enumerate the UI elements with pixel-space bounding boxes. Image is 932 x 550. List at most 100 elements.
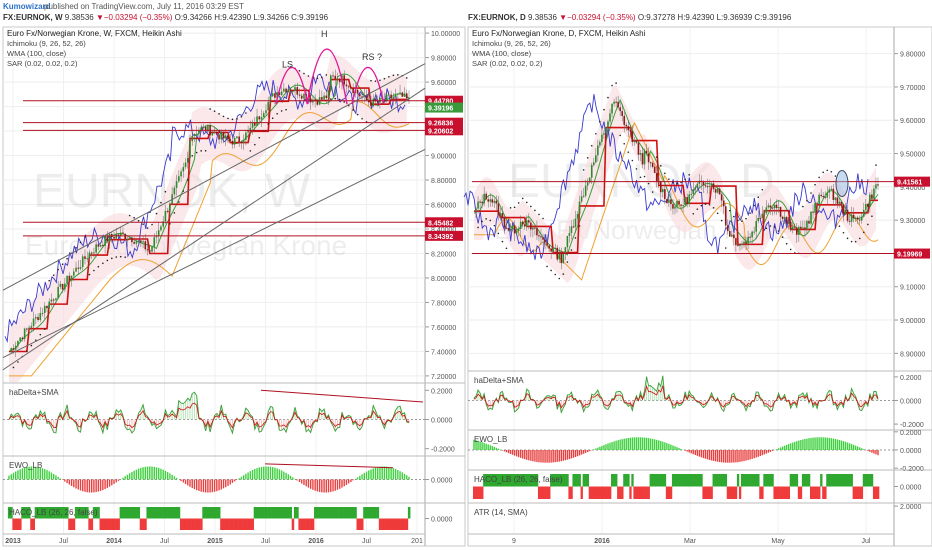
right-candle — [836, 197, 839, 204]
author-name[interactable]: Kumowizard — [3, 2, 51, 11]
left-sar-dot — [222, 115, 225, 118]
right-haco-block — [533, 474, 537, 487]
left-haco-block — [374, 507, 377, 519]
right-candle — [806, 220, 808, 230]
right-haco-block — [527, 474, 531, 487]
left-candle — [260, 117, 263, 120]
right-haco-block — [793, 474, 797, 487]
left-candle — [142, 241, 144, 243]
left-price-tick-label: 10.00000 — [431, 31, 460, 38]
right-haco-block — [803, 474, 807, 487]
right-wma-line — [474, 121, 879, 281]
left-candle — [182, 167, 185, 172]
left-shoulder-label: LS — [282, 59, 293, 69]
left-candle — [271, 93, 274, 97]
right-haco-block — [481, 486, 484, 499]
left-haco-block — [175, 507, 179, 519]
left-candle — [184, 162, 187, 168]
right-candle — [860, 216, 863, 221]
right-candle — [662, 189, 664, 193]
right-candle — [548, 245, 550, 249]
head-arc — [306, 48, 348, 105]
right-haco-block — [548, 486, 551, 499]
left-haco-block — [121, 507, 125, 519]
right-sar-dot — [659, 164, 662, 167]
left-sar-dot — [182, 190, 185, 192]
left-haco-block — [282, 507, 286, 519]
left-time-tick-label: 2016 — [308, 538, 324, 545]
left-sar-dot — [392, 74, 395, 77]
right-sar-dot — [688, 174, 690, 176]
right-haco-block — [667, 486, 671, 499]
left-candle — [117, 234, 120, 237]
left-haco-block — [224, 518, 228, 530]
left-candle — [388, 94, 390, 96]
right-candle — [714, 189, 717, 193]
left-candle — [155, 235, 158, 238]
right-haco-block — [700, 474, 703, 487]
left-haco-block — [340, 507, 344, 519]
left-candle — [57, 286, 59, 299]
right-candle — [597, 145, 599, 156]
left-candle — [119, 232, 122, 237]
right-haco-block — [590, 486, 594, 499]
left-candle — [99, 244, 102, 247]
right-sar-dot — [481, 220, 483, 223]
left-candle — [37, 317, 39, 320]
left-symbol[interactable]: FX:EURNOK, W — [3, 13, 63, 22]
left-haco-block — [164, 507, 167, 519]
left-pane-label: EWO_LB — [9, 461, 42, 470]
right-candle — [818, 194, 820, 204]
right-haco-block — [832, 474, 835, 487]
left-candle — [81, 256, 84, 268]
right-candle — [712, 183, 715, 190]
right-haco-block — [765, 474, 768, 487]
left-candle — [238, 136, 240, 142]
right-price-tick-label: 9.30000 — [900, 218, 925, 225]
left-haco-block — [338, 507, 342, 519]
right-haco-block — [529, 474, 533, 487]
right-haco-block — [487, 474, 490, 487]
right-pane-tick-label: 0.0000 — [900, 448, 922, 455]
down-arrow-icon: ▼ — [95, 13, 104, 22]
right-candle — [562, 253, 565, 264]
right-candle — [582, 195, 585, 197]
right-haco-block — [606, 486, 610, 499]
left-candle — [276, 92, 278, 98]
left-sar-dot — [160, 201, 162, 204]
right-haco-block — [592, 486, 596, 499]
left-candle — [88, 252, 91, 259]
right-candle — [493, 200, 496, 203]
left-haco-block — [12, 518, 15, 530]
left-candle — [64, 283, 66, 290]
right-candle — [708, 185, 711, 187]
right-haco-block — [716, 474, 719, 487]
right-candle — [481, 201, 483, 204]
left-haco-block — [63, 507, 67, 519]
right-candle — [696, 183, 699, 188]
left-sar-dot — [79, 241, 82, 244]
left-osc-trendline — [260, 389, 424, 403]
right-candle — [824, 196, 827, 198]
right-haco-block — [493, 474, 496, 487]
left-price-tick-label: 9.80000 — [431, 56, 456, 63]
right-sar-dot — [838, 225, 841, 227]
left-price-badge-label: 9.44780 — [428, 99, 453, 106]
left-candle — [50, 299, 53, 302]
right-candle — [523, 224, 526, 227]
right-candle — [804, 227, 806, 230]
left-haco-block — [318, 507, 322, 519]
right-sar-dot — [765, 227, 768, 230]
right-candle — [641, 153, 644, 165]
right-haco-block — [856, 486, 860, 499]
right-candle — [779, 207, 782, 217]
left-haco-block — [327, 507, 330, 519]
right-symbol[interactable]: FX:EURNOK, D — [468, 13, 526, 22]
right-price-tick-label: 9.60000 — [900, 118, 925, 125]
left-candle — [233, 137, 236, 145]
left-sar-dot — [374, 80, 377, 82]
right-ohlc: O:9.37278 H:9.42390 L:9.36939 C:9.39196 — [637, 13, 792, 22]
left-haco-block — [255, 507, 259, 519]
left-haco-block — [372, 507, 375, 519]
